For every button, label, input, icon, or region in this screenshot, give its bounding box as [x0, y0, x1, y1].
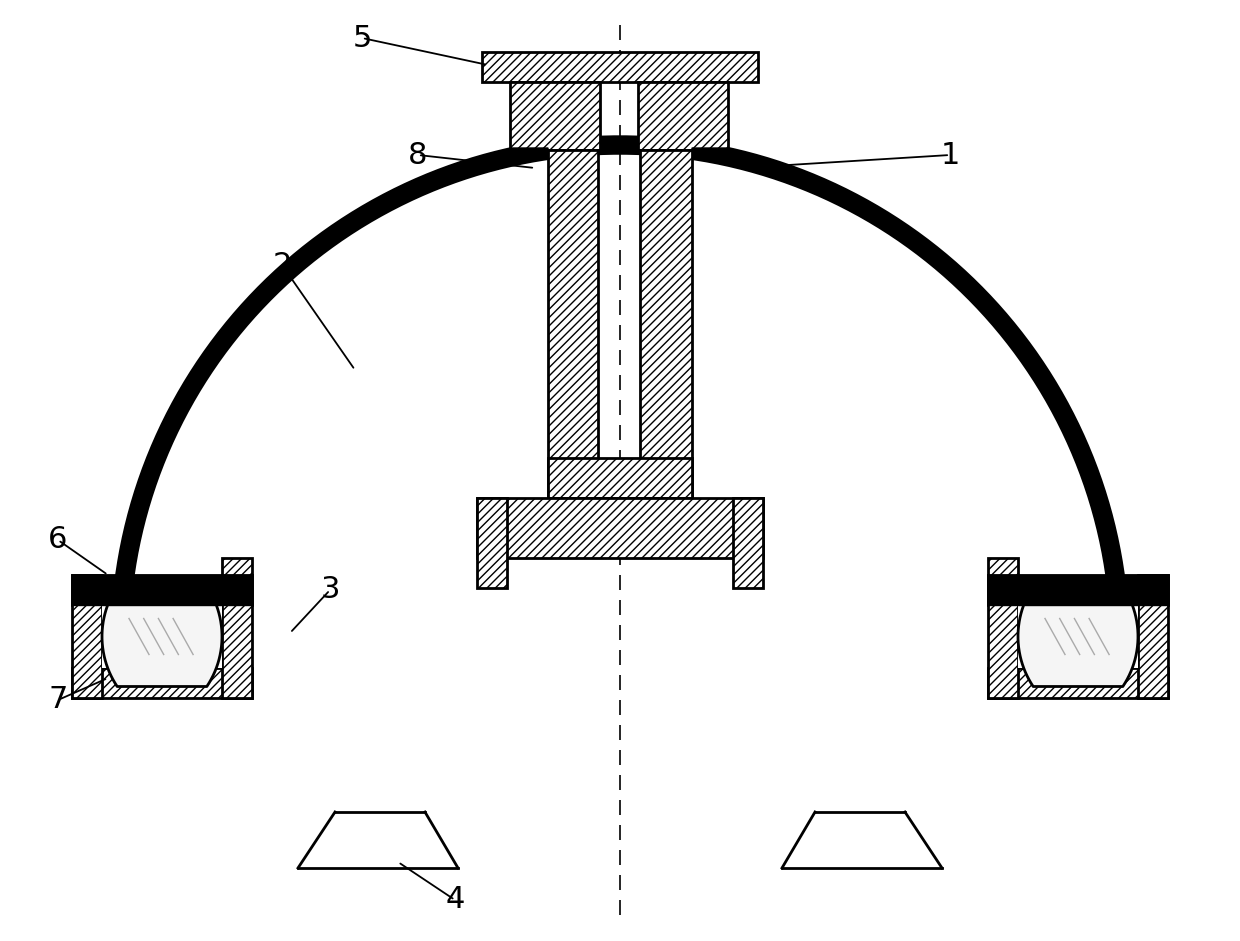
- Bar: [477, 498, 763, 558]
- Polygon shape: [72, 575, 252, 605]
- Polygon shape: [692, 148, 728, 157]
- Bar: [1138, 575, 1168, 698]
- Polygon shape: [510, 148, 548, 157]
- Bar: [102, 605, 222, 668]
- Bar: [548, 458, 692, 498]
- Bar: [72, 668, 252, 698]
- Polygon shape: [1018, 586, 1138, 687]
- Text: 8: 8: [408, 140, 428, 169]
- Bar: [548, 150, 598, 498]
- Text: 4: 4: [445, 885, 465, 915]
- Bar: [482, 52, 758, 82]
- Bar: [72, 575, 252, 605]
- Bar: [477, 498, 507, 588]
- Bar: [1018, 605, 1138, 668]
- Polygon shape: [988, 575, 1168, 605]
- Text: 2: 2: [273, 250, 291, 279]
- Polygon shape: [102, 586, 222, 687]
- Bar: [988, 575, 1168, 605]
- Bar: [640, 150, 692, 498]
- Bar: [733, 498, 763, 588]
- Text: 5: 5: [352, 24, 372, 53]
- Bar: [988, 575, 1018, 698]
- Bar: [988, 558, 1018, 575]
- Bar: [988, 668, 1168, 698]
- Bar: [72, 575, 102, 698]
- Text: 7: 7: [48, 685, 68, 714]
- Text: 1: 1: [940, 140, 960, 169]
- Text: 6: 6: [48, 525, 68, 554]
- Bar: [222, 558, 252, 575]
- Bar: [222, 575, 252, 698]
- Bar: [639, 82, 728, 150]
- Text: 3: 3: [320, 576, 340, 604]
- Bar: [510, 82, 600, 150]
